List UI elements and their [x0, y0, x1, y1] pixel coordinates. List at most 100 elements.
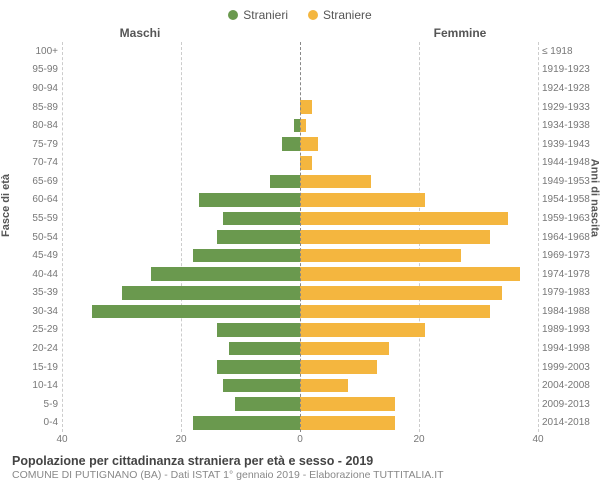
plot-area: Fasce di età Anni di nascita 100+95-9990… [10, 42, 590, 432]
age-label: 40-44 [10, 265, 58, 284]
bar-row-female [300, 42, 538, 61]
bar-row-male [62, 395, 300, 414]
bar-female [300, 305, 490, 319]
age-label: 95-99 [10, 61, 58, 80]
x-tick-label: 20 [175, 434, 186, 445]
bar-row-female [300, 284, 538, 303]
age-label: 60-64 [10, 191, 58, 210]
bar-row-male [62, 42, 300, 61]
bar-row-female [300, 339, 538, 358]
bar-row-male [62, 61, 300, 80]
year-label: 1994-1998 [542, 339, 590, 358]
bar-female [300, 137, 318, 151]
bar-male [151, 267, 300, 281]
legend-label-male: Stranieri [243, 8, 288, 22]
age-label: 65-69 [10, 172, 58, 191]
bar-row-female [300, 414, 538, 433]
bar-row-female [300, 376, 538, 395]
bars-male [62, 42, 300, 432]
bars-area [62, 42, 538, 432]
age-label: 5-9 [10, 395, 58, 414]
bar-female [300, 156, 312, 170]
column-titles: Maschi Femmine [10, 26, 590, 40]
bar-female [300, 397, 395, 411]
bar-female [300, 212, 508, 226]
bar-female [300, 100, 312, 114]
column-title-right: Femmine [300, 26, 590, 40]
bar-row-female [300, 209, 538, 228]
age-label: 85-89 [10, 98, 58, 117]
bar-male [217, 230, 300, 244]
bar-row-male [62, 79, 300, 98]
age-label: 80-84 [10, 116, 58, 135]
year-label: 2004-2008 [542, 376, 590, 395]
bar-row-female [300, 61, 538, 80]
age-label: 0-4 [10, 414, 58, 433]
bars-female [300, 42, 538, 432]
bar-row-female [300, 135, 538, 154]
bar-row-male [62, 246, 300, 265]
bar-female [300, 360, 377, 374]
bar-row-female [300, 79, 538, 98]
year-label: 1949-1953 [542, 172, 590, 191]
year-label: 1974-1978 [542, 265, 590, 284]
bar-female [300, 249, 461, 263]
year-label: 1939-1943 [542, 135, 590, 154]
bar-male [223, 379, 300, 393]
year-label: 1929-1933 [542, 98, 590, 117]
bar-row-female [300, 98, 538, 117]
bar-female [300, 286, 502, 300]
bar-row-female [300, 191, 538, 210]
age-label: 90-94 [10, 79, 58, 98]
bar-row-female [300, 172, 538, 191]
x-tick-label: 20 [413, 434, 424, 445]
y-axis-left-title: Fasce di età [0, 174, 12, 237]
age-label: 50-54 [10, 228, 58, 247]
year-label: 2009-2013 [542, 395, 590, 414]
bar-row-male [62, 265, 300, 284]
age-label: 20-24 [10, 339, 58, 358]
y-axis-right-title: Anni di nascita [588, 159, 600, 237]
legend-label-female: Straniere [323, 8, 372, 22]
year-label: ≤ 1918 [542, 42, 590, 61]
legend-item-female: Straniere [308, 8, 372, 22]
legend-swatch-female [308, 10, 318, 20]
bar-male [270, 175, 300, 189]
age-label: 45-49 [10, 246, 58, 265]
bar-row-male [62, 339, 300, 358]
x-tick-label: 40 [56, 434, 67, 445]
bar-row-male [62, 284, 300, 303]
bar-male [223, 212, 300, 226]
bar-row-male [62, 209, 300, 228]
bar-row-male [62, 376, 300, 395]
chart-footer: Popolazione per cittadinanza straniera p… [10, 454, 590, 481]
legend-swatch-male [228, 10, 238, 20]
bar-female [300, 267, 520, 281]
year-label: 1944-1948 [542, 153, 590, 172]
bar-male [193, 416, 300, 430]
bar-row-female [300, 153, 538, 172]
age-label: 100+ [10, 42, 58, 61]
bar-row-male [62, 302, 300, 321]
year-label: 1979-1983 [542, 284, 590, 303]
bar-male [282, 137, 300, 151]
age-label: 55-59 [10, 209, 58, 228]
column-title-left: Maschi [10, 26, 300, 40]
year-labels-column: ≤ 19181919-19231924-19281929-19331934-19… [538, 42, 590, 432]
age-labels-column: 100+95-9990-9485-8980-8475-7970-7465-696… [10, 42, 62, 432]
bar-row-female [300, 116, 538, 135]
year-label: 1924-1928 [542, 79, 590, 98]
bar-row-male [62, 116, 300, 135]
age-label: 15-19 [10, 358, 58, 377]
bar-male [217, 360, 300, 374]
age-label: 30-34 [10, 302, 58, 321]
bar-row-male [62, 414, 300, 433]
bar-male [229, 342, 300, 356]
legend-item-male: Stranieri [228, 8, 288, 22]
bar-row-female [300, 228, 538, 247]
bar-female [300, 379, 348, 393]
age-label: 25-29 [10, 321, 58, 340]
bar-male [235, 397, 300, 411]
center-axis-line [300, 42, 301, 432]
year-label: 1969-1973 [542, 246, 590, 265]
